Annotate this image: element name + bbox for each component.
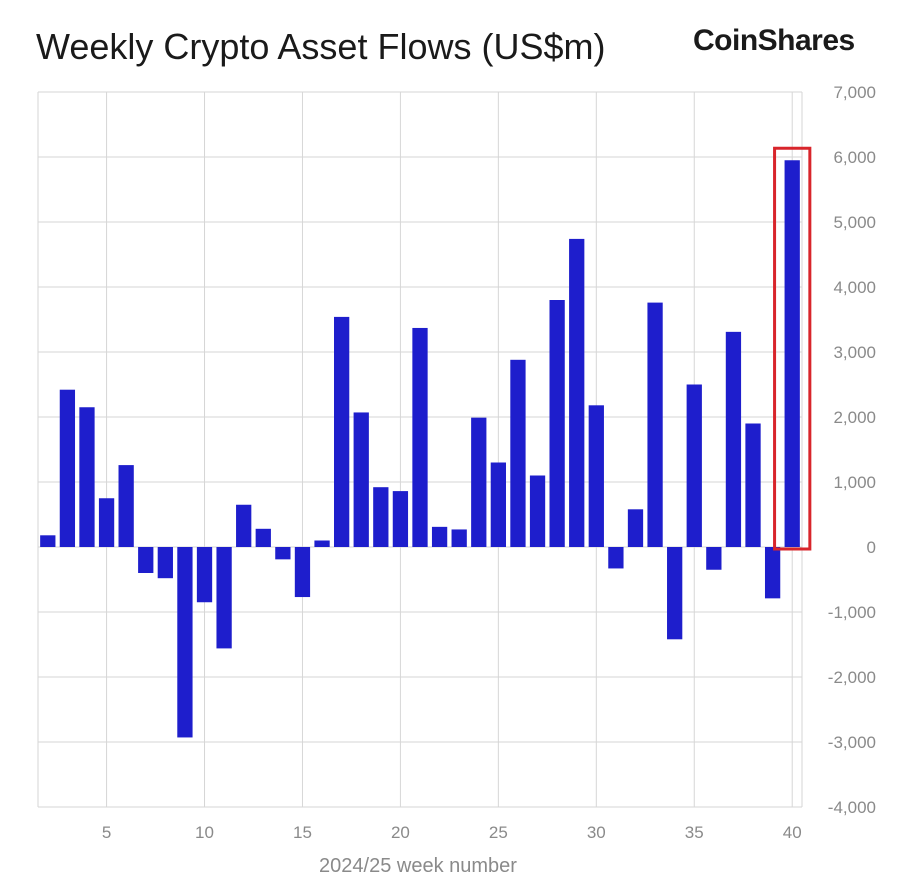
bar-week-15 [294, 547, 311, 598]
x-tick-label: 30 [587, 823, 606, 842]
x-tick-label: 40 [783, 823, 802, 842]
bar-week-18 [353, 412, 369, 547]
bar-week-35 [686, 384, 702, 547]
bar-week-34 [667, 547, 683, 640]
y-tick-label: 0 [867, 538, 876, 557]
x-tick-label: 20 [391, 823, 410, 842]
bar-week-28 [549, 300, 565, 547]
highlight-box [773, 146, 812, 551]
y-tick-label: 4,000 [833, 278, 876, 297]
bar-week-26 [510, 359, 526, 547]
bar-week-19 [373, 487, 389, 547]
bars [40, 160, 800, 738]
x-tick-label: 25 [489, 823, 508, 842]
bar-week-4 [79, 407, 95, 547]
x-tick-labels: 5 10 15 20 25 30 35 40 [102, 823, 802, 842]
y-tick-label: 5,000 [833, 213, 876, 232]
bar-week-8 [157, 547, 173, 579]
bar-week-21 [412, 327, 428, 547]
bar-week-9 [177, 547, 193, 738]
bar-week-33 [647, 302, 663, 547]
bar-week-2 [40, 535, 56, 547]
bar-week-25 [490, 462, 506, 547]
y-tick-label: 2,000 [833, 408, 876, 427]
bar-week-10 [196, 547, 213, 603]
bar-week-22 [431, 526, 448, 547]
y-tick-labels: -4,000 -3,000 -2,000 -1,000 0 1,000 2,000 3,000… [828, 83, 876, 817]
bar-week-30 [588, 405, 604, 547]
bar-week-7 [138, 547, 154, 573]
bar-week-23 [451, 529, 467, 547]
x-axis-title: 2024/25 week number [319, 855, 517, 877]
x-tick-label: 5 [102, 823, 111, 842]
bar-week-17 [334, 316, 350, 547]
bar-week-29 [569, 238, 585, 547]
coinshares-logo: CoinShares [693, 24, 855, 57]
highlight-box-layer [773, 146, 812, 551]
bar-week-14 [275, 547, 291, 560]
y-tick-label: -2,000 [828, 668, 876, 687]
bar-week-27 [529, 475, 546, 547]
bar-week-40 [784, 160, 800, 547]
bar-week-37 [725, 331, 742, 547]
bar-week-32 [627, 509, 644, 547]
y-tick-label: -4,000 [828, 798, 876, 817]
bar-week-5 [98, 498, 115, 547]
y-tick-label: -3,000 [828, 733, 876, 752]
y-tick-label: -1,000 [828, 603, 876, 622]
bar-week-3 [59, 389, 76, 547]
bar-week-39 [764, 547, 781, 599]
y-tick-label: 1,000 [833, 473, 876, 492]
bar-week-36 [706, 547, 722, 570]
bar-week-20 [392, 491, 409, 547]
bar-week-31 [608, 547, 624, 569]
bar-week-11 [216, 547, 232, 649]
x-tick-label: 10 [195, 823, 214, 842]
chart-title: Weekly Crypto Asset Flows (US$m) [36, 26, 606, 67]
bar-week-24 [471, 417, 487, 547]
y-tick-label: 3,000 [833, 343, 876, 362]
bar-week-16 [314, 540, 330, 547]
y-tick-label: 7,000 [833, 83, 876, 102]
bar-week-13 [255, 528, 271, 547]
x-tick-label: 35 [685, 823, 704, 842]
bar-week-6 [118, 465, 134, 547]
bar-week-38 [745, 423, 761, 547]
y-tick-label: 6,000 [833, 148, 876, 167]
x-tick-label: 15 [293, 823, 312, 842]
bar-week-12 [236, 504, 252, 547]
